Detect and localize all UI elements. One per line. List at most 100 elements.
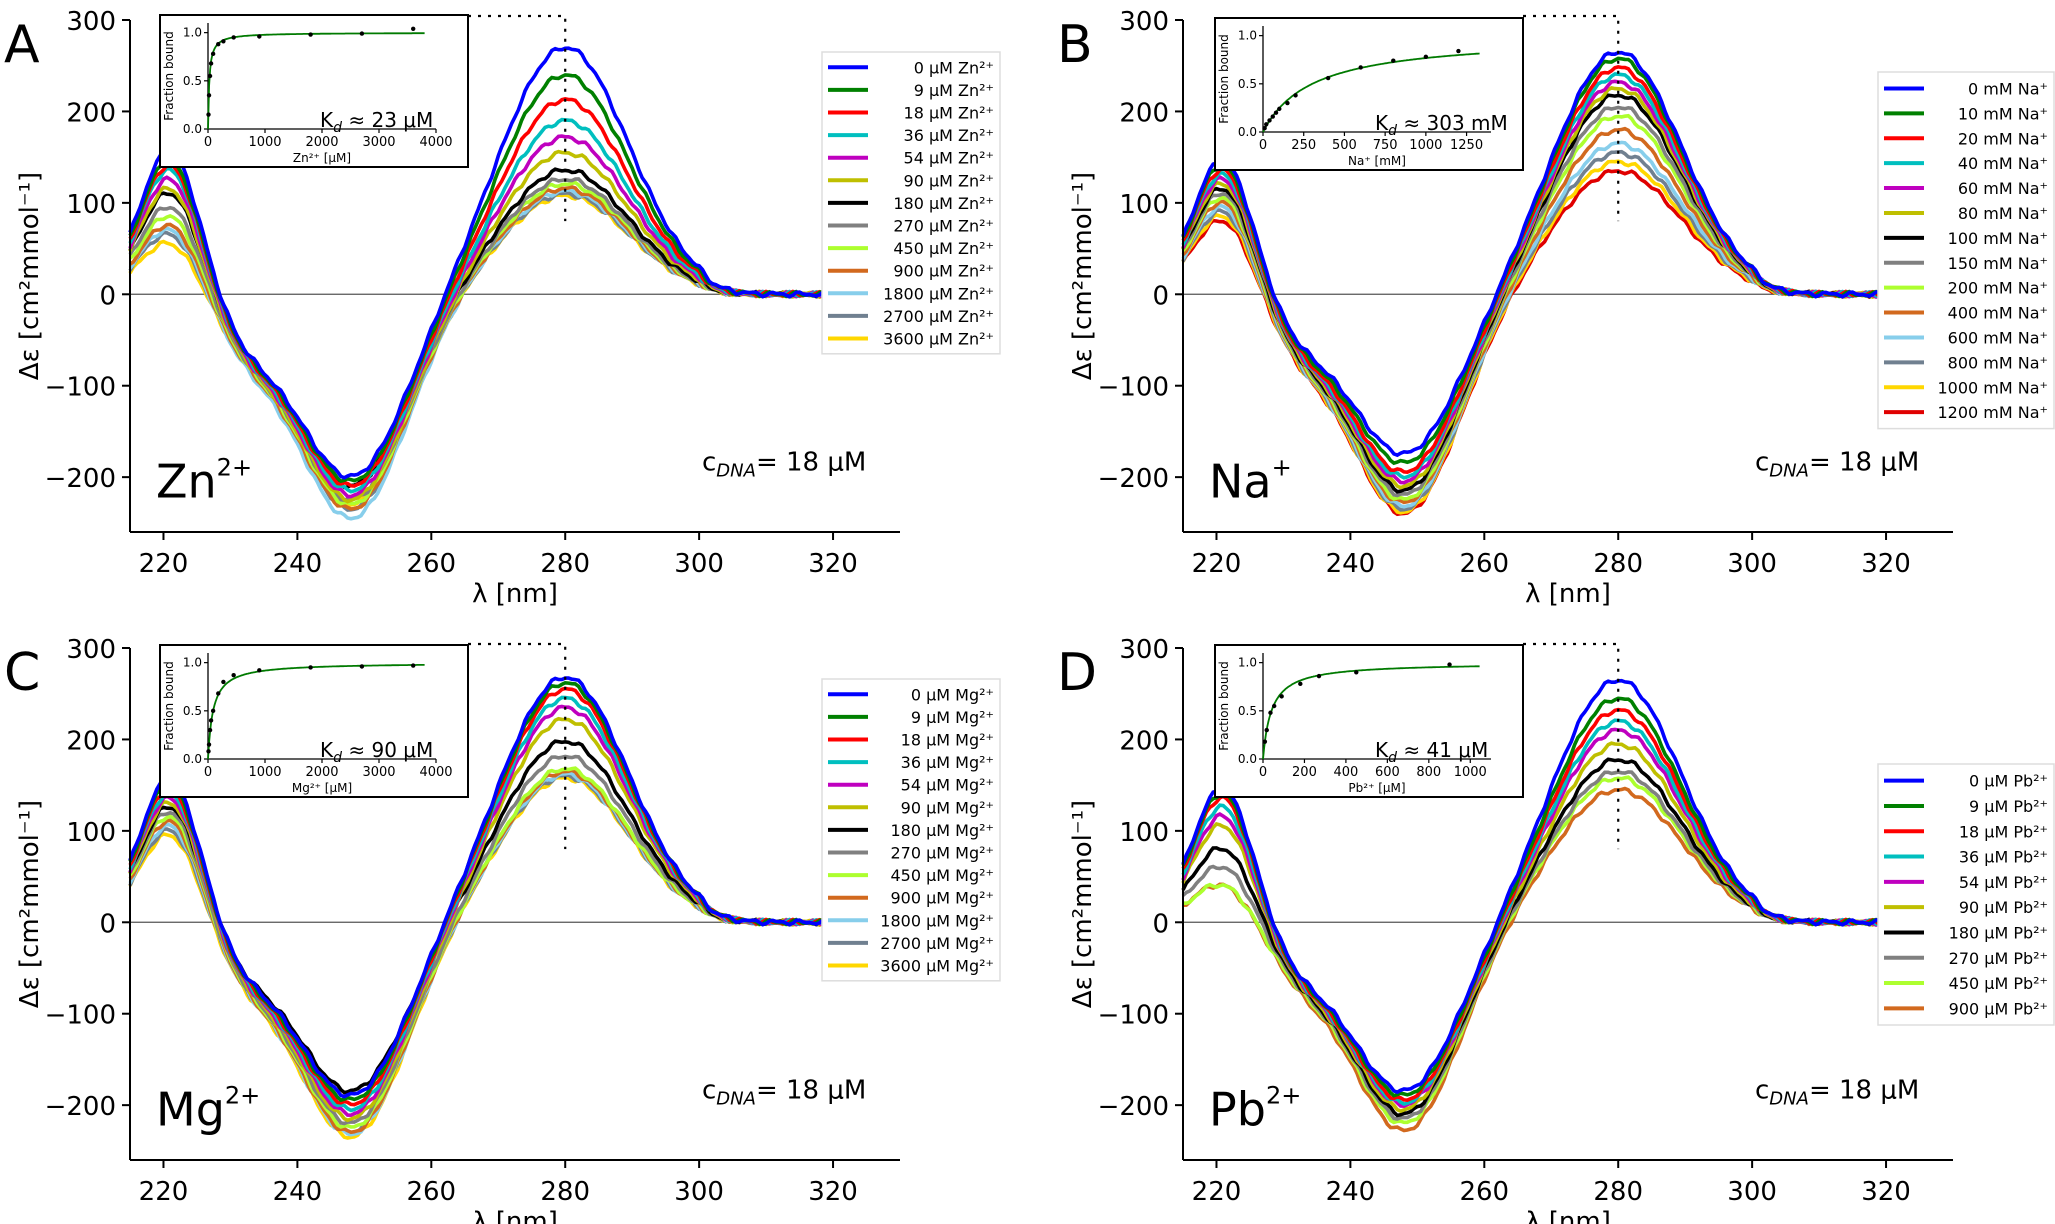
conc-sub: DNA <box>1769 1089 1809 1110</box>
inset-data-point <box>411 26 416 31</box>
inset-x-tick-label: 1000 <box>248 765 281 780</box>
x-tick-label: 300 <box>1727 549 1777 579</box>
y-tick-label: 0 <box>1152 909 1169 939</box>
inset-data-point <box>257 34 262 39</box>
conc-value: = 18 μM <box>756 1076 866 1106</box>
y-tick-label: 300 <box>66 7 116 37</box>
inset-data-point <box>1316 673 1322 679</box>
inset-d: 0 200 400 600 800 1000 0.0 0.5 1.0 Pb²⁺ [μM] Fract… <box>1214 644 1524 798</box>
x-tick-label: 240 <box>273 1177 323 1207</box>
legend-label-8: 450 μM Zn²⁺ <box>893 239 994 258</box>
panel-letter: D <box>1057 643 1097 703</box>
inset-data-point <box>1423 54 1429 60</box>
legend-label-11: 2700 μM Zn²⁺ <box>883 307 994 326</box>
legend-label-0: 0 μM Pb²⁺ <box>1969 772 2048 791</box>
y-tick-label: −200 <box>45 464 116 494</box>
legend-label-12: 1000 mM Na⁺ <box>1938 378 2049 397</box>
x-tick-label: 260 <box>406 549 456 579</box>
y-tick-label: 300 <box>66 635 116 665</box>
inset-data-point <box>231 35 236 40</box>
inset-x-tick-label: 800 <box>1416 765 1441 780</box>
x-tick-label: 320 <box>808 1177 858 1207</box>
inset-x-label: Pb²⁺ [μM] <box>1348 781 1405 795</box>
x-tick-label: 300 <box>674 1177 724 1207</box>
x-tick-label: 260 <box>1459 1177 1509 1207</box>
x-axis-label: λ [nm] <box>1525 1207 1611 1224</box>
inset-x-tick-label: 2000 <box>305 135 338 150</box>
conc-annotation: cDNA= 18 μM <box>1755 448 1919 482</box>
legend-label-7: 270 μM Mg²⁺ <box>890 844 994 863</box>
inset-a: 0 1000 2000 3000 4000 0.0 0.5 1.0 Zn²⁺ [μM] Fract… <box>159 14 469 168</box>
legend-label-6: 180 μM Pb²⁺ <box>1949 923 2048 942</box>
legend-label-8: 200 mM Na⁺ <box>1948 279 2048 298</box>
kd-annotation: Kd ≈ 303 mM <box>1375 111 1508 139</box>
kd-value: ≈ 303 mM <box>1397 111 1508 135</box>
inset-data-point <box>359 31 365 36</box>
legend-label-9: 900 μM Mg²⁺ <box>890 889 994 908</box>
legend-label-12: 3600 μM Mg²⁺ <box>880 957 994 976</box>
legend-label-4: 54 μM Zn²⁺ <box>904 149 994 168</box>
panel-d: D 220 240 260 280 300 320 −200 −100 0 100 200 300 λ [… <box>1057 635 2055 1224</box>
inset-data-point <box>1264 122 1269 127</box>
inset-x-tick-label: 1250 <box>1450 138 1483 153</box>
inset-data-point <box>1271 703 1277 709</box>
y-tick-label: −100 <box>45 1001 116 1031</box>
y-tick-label: 200 <box>66 98 116 128</box>
inset-y-tick-label: 1.0 <box>1238 656 1257 670</box>
legend-label-7: 150 mM Na⁺ <box>1948 254 2048 273</box>
legend-label-2: 18 μM Pb²⁺ <box>1959 822 2048 841</box>
ion-label: Na+ <box>1209 453 1292 508</box>
x-tick-label: 280 <box>1593 549 1643 579</box>
inset-data-point <box>208 718 214 723</box>
inset-x-label: Zn²⁺ [μM] <box>293 151 351 165</box>
legend-label-9: 900 μM Pb²⁺ <box>1949 999 2048 1018</box>
kd-sub: d <box>1388 750 1397 766</box>
inset-data-point <box>411 663 416 668</box>
y-tick-label: 100 <box>1119 190 1169 220</box>
kd-sub: d <box>333 120 342 136</box>
conc-sub: DNA <box>716 1089 756 1110</box>
panel-c: C 220 240 260 280 300 320 −200 −100 0 100 200 300 λ [… <box>4 635 1001 1224</box>
y-tick-label: 100 <box>1119 818 1169 848</box>
inset-x-tick-label: 600 <box>1375 765 1400 780</box>
legend-label-6: 180 μM Mg²⁺ <box>890 821 994 840</box>
x-tick-label: 240 <box>1326 549 1376 579</box>
inset-y-tick-label: 0.5 <box>183 704 202 718</box>
legend-label-10: 1800 μM Zn²⁺ <box>883 284 994 303</box>
conc-value: = 18 μM <box>756 448 866 478</box>
inset-data-point <box>216 42 221 47</box>
x-tick-label: 260 <box>406 1177 456 1207</box>
inset-data-point <box>1262 739 1268 744</box>
inset-x-tick-label: 200 <box>1292 765 1317 780</box>
inset-fit-curve <box>1262 665 1480 760</box>
inset-x-tick-label: 400 <box>1333 765 1358 780</box>
x-axis-label: λ [nm] <box>1525 579 1611 609</box>
inset-x-tick-label: 750 <box>1373 138 1398 153</box>
y-tick-label: 200 <box>1119 98 1169 128</box>
y-tick-label: 300 <box>1119 635 1169 665</box>
inset-y-tick-label: 1.0 <box>1238 29 1257 43</box>
y-tick-label: 300 <box>1119 7 1169 37</box>
legend-label-9: 900 μM Zn²⁺ <box>893 262 994 281</box>
inset-data-point <box>1358 65 1363 70</box>
inset-fit-curve <box>207 32 425 130</box>
ion-label: Zn2+ <box>156 453 252 508</box>
ion-charge: + <box>1272 453 1292 481</box>
inset-x-tick-label: 3000 <box>362 765 395 780</box>
inset-data-point <box>1293 93 1298 98</box>
marker-280-line <box>468 642 567 850</box>
inset-x-tick-label: 2000 <box>305 765 338 780</box>
x-tick-label: 260 <box>1459 549 1509 579</box>
inset-data-point <box>207 73 213 79</box>
inset-data-point <box>1285 100 1290 106</box>
inset-x-tick-label: 0 <box>1259 138 1267 153</box>
series-line-4 <box>128 134 867 499</box>
marker-280-line <box>468 14 567 222</box>
conc-value: = 18 μM <box>1809 448 1919 478</box>
legend-label-3: 40 mM Na⁺ <box>1958 154 2048 173</box>
y-tick-label: 200 <box>66 726 116 756</box>
inset-data-point <box>257 668 262 673</box>
inset-x-tick-label: 1000 <box>1409 138 1442 153</box>
ion-charge: 2+ <box>225 1081 260 1109</box>
inset-data-point <box>1391 58 1396 63</box>
